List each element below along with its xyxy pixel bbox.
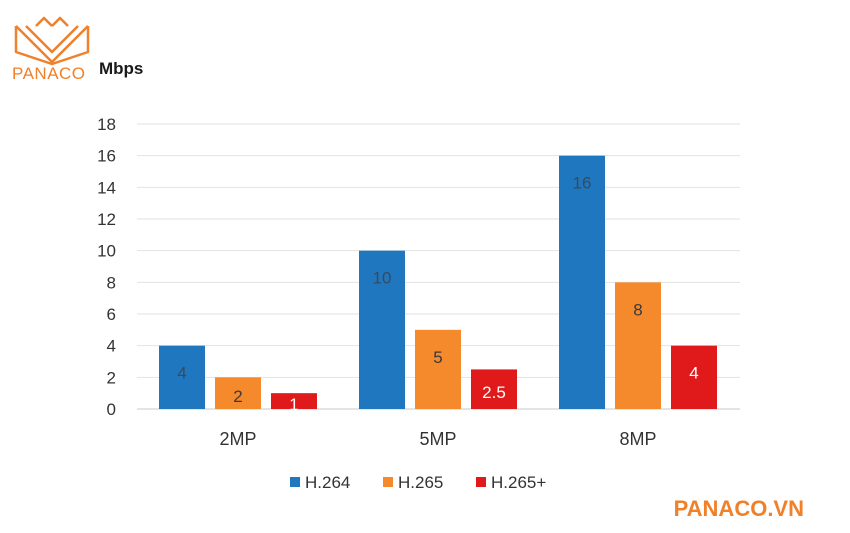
watermark-text: PANACO.VN (673, 496, 804, 521)
x-tick-label: 8MP (619, 429, 656, 449)
bar (159, 345, 205, 409)
data-label: 8 (633, 300, 642, 319)
logo-text: PANACO (12, 64, 86, 83)
bar (615, 282, 661, 409)
data-label: 1 (289, 395, 298, 414)
y-tick-label: 18 (97, 115, 116, 134)
y-tick-label: 8 (107, 273, 116, 292)
legend-swatch (290, 477, 300, 487)
y-tick-label: 10 (97, 242, 116, 261)
y-tick-label: 4 (107, 337, 116, 356)
x-tick-label: 2MP (219, 429, 256, 449)
bar (471, 369, 517, 409)
bar (271, 393, 317, 409)
data-label: 5 (433, 348, 442, 367)
bar (415, 329, 461, 409)
data-label: 4 (177, 364, 186, 383)
y-tick-label: 16 (97, 147, 116, 166)
y-tick-label: 14 (97, 178, 116, 197)
legend-label: H.265 (398, 473, 443, 492)
data-label: 10 (373, 269, 392, 288)
panaco-book-logo-icon (14, 16, 90, 66)
legend-swatch (476, 477, 486, 487)
y-tick-label: 12 (97, 210, 116, 229)
y-axis-label: Mbps (99, 59, 144, 78)
y-tick-label: 6 (107, 305, 116, 324)
data-label: 2 (233, 387, 242, 406)
legend-swatch (383, 477, 393, 487)
bar (559, 155, 605, 409)
x-tick-label: 5MP (419, 429, 456, 449)
legend-label: H.264 (305, 473, 350, 492)
bar (215, 377, 261, 409)
data-label: 2.5 (482, 383, 506, 402)
bar (359, 250, 405, 409)
y-tick-label: 2 (107, 368, 116, 387)
data-label: 16 (573, 174, 592, 193)
data-label: 4 (689, 364, 698, 383)
bar (671, 345, 717, 409)
legend-label: H.265+ (491, 473, 546, 492)
y-tick-label: 0 (107, 400, 116, 419)
